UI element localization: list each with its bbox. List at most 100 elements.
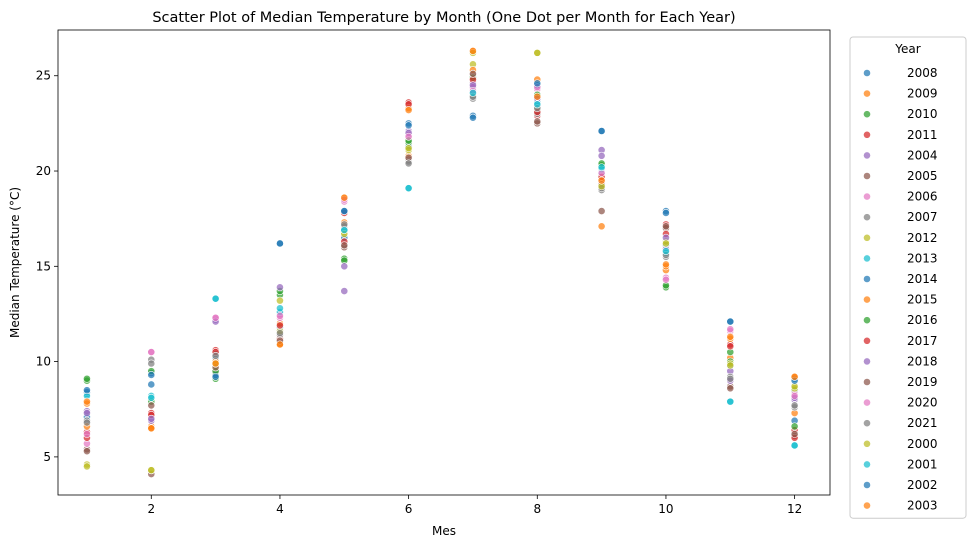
- data-point: [404, 184, 413, 193]
- y-tick-label: 25: [36, 69, 51, 83]
- data-point: [276, 304, 284, 313]
- data-point: [662, 239, 670, 248]
- data-point: [726, 342, 735, 351]
- data-point: [276, 340, 284, 349]
- data-point: [276, 296, 284, 305]
- legend-entry: 2003: [907, 499, 938, 513]
- legend-marker: [863, 233, 871, 242]
- data-point: [533, 79, 542, 88]
- data-point: [83, 386, 91, 395]
- data-point: [790, 430, 799, 438]
- legend-entry: 2005: [907, 169, 938, 183]
- legend-entry: 2021: [907, 416, 938, 430]
- legend-title: Year: [894, 42, 920, 56]
- legend-entry: 2014: [907, 272, 938, 286]
- legend-marker: [863, 419, 871, 428]
- data-point: [276, 283, 284, 292]
- legend-marker: [863, 336, 871, 345]
- data-point: [597, 222, 606, 231]
- data-point: [662, 275, 670, 284]
- legend-marker: [863, 89, 871, 98]
- data-point: [211, 359, 220, 368]
- legend-marker: [863, 398, 871, 407]
- legend-marker: [863, 378, 871, 386]
- data-point: [726, 397, 735, 406]
- data-point: [469, 88, 477, 97]
- data-point: [790, 441, 799, 450]
- data-point: [340, 287, 349, 295]
- legend-marker: [863, 151, 871, 160]
- legend-marker: [863, 192, 871, 201]
- data-point: [83, 409, 91, 417]
- data-point: [340, 262, 349, 271]
- data-point: [340, 241, 349, 250]
- y-axis-title: Median Temperature (°C): [8, 187, 22, 338]
- chart-title: Scatter Plot of Median Temperature by Mo…: [152, 10, 735, 26]
- legend-marker: [863, 110, 871, 119]
- data-point: [662, 209, 670, 217]
- data-point: [276, 239, 284, 248]
- data-point: [147, 359, 156, 368]
- scatter-points: [83, 47, 799, 478]
- legend-entry: 2000: [907, 437, 938, 451]
- legend-entry: 2019: [907, 375, 938, 389]
- legend: Year 2008 2009 2010 2011 2004 2005 2006 2007 2012…: [849, 36, 967, 519]
- data-point: [83, 462, 91, 471]
- x-axis-title: Mes: [432, 524, 456, 538]
- y-tick-label: 5: [43, 450, 51, 464]
- legend-entry: 2017: [907, 334, 938, 348]
- data-point: [147, 414, 156, 423]
- data-point: [790, 422, 799, 431]
- data-point: [597, 163, 606, 172]
- data-point: [147, 348, 156, 356]
- legend-marker: [863, 501, 871, 510]
- legend-entry: 2012: [907, 231, 938, 245]
- legend-entry: 2020: [907, 396, 938, 410]
- data-point: [662, 222, 670, 231]
- data-point: [211, 351, 220, 360]
- data-point: [83, 418, 91, 427]
- data-point: [726, 361, 735, 370]
- data-point: [147, 424, 156, 433]
- legend-entry: 2007: [907, 210, 938, 224]
- data-point: [147, 401, 156, 410]
- data-point: [404, 121, 413, 130]
- legend-entry: 2008: [907, 66, 938, 80]
- data-point: [469, 113, 477, 122]
- data-point: [147, 371, 156, 379]
- legend-marker: [863, 254, 871, 263]
- legend-entry: 2013: [907, 251, 938, 265]
- legend-marker: [863, 69, 871, 77]
- legend-entry: 2004: [907, 148, 938, 162]
- legend-entry: 2002: [907, 478, 938, 492]
- data-point: [533, 48, 542, 57]
- x-tick-label: 8: [533, 502, 541, 516]
- legend-marker: [863, 295, 871, 304]
- y-tick-label: 15: [36, 259, 51, 273]
- data-point: [597, 176, 606, 185]
- axes: 2 4 6 8 10 12 5 10 15 20 25: [36, 29, 831, 516]
- x-tick-label: 12: [787, 502, 802, 516]
- data-point: [726, 325, 735, 334]
- x-tick-label: 2: [147, 502, 155, 516]
- data-point: [726, 317, 735, 326]
- data-point: [83, 447, 91, 456]
- plot-frame: [57, 29, 831, 496]
- data-point: [597, 151, 606, 160]
- legend-box: [849, 36, 967, 519]
- data-point: [147, 393, 156, 402]
- legend-marker: [863, 130, 871, 139]
- data-point: [211, 294, 220, 303]
- legend-marker: [863, 439, 871, 448]
- x-tick-label: 4: [276, 502, 284, 516]
- data-point: [83, 374, 91, 383]
- data-point: [83, 430, 91, 438]
- legend-entry: 2016: [907, 313, 938, 327]
- x-tick-label: 10: [658, 502, 673, 516]
- data-point: [404, 106, 413, 114]
- y-tick-label: 10: [36, 355, 51, 369]
- data-point: [597, 127, 606, 135]
- data-point: [404, 144, 413, 153]
- data-point: [533, 92, 542, 101]
- data-point: [662, 247, 670, 255]
